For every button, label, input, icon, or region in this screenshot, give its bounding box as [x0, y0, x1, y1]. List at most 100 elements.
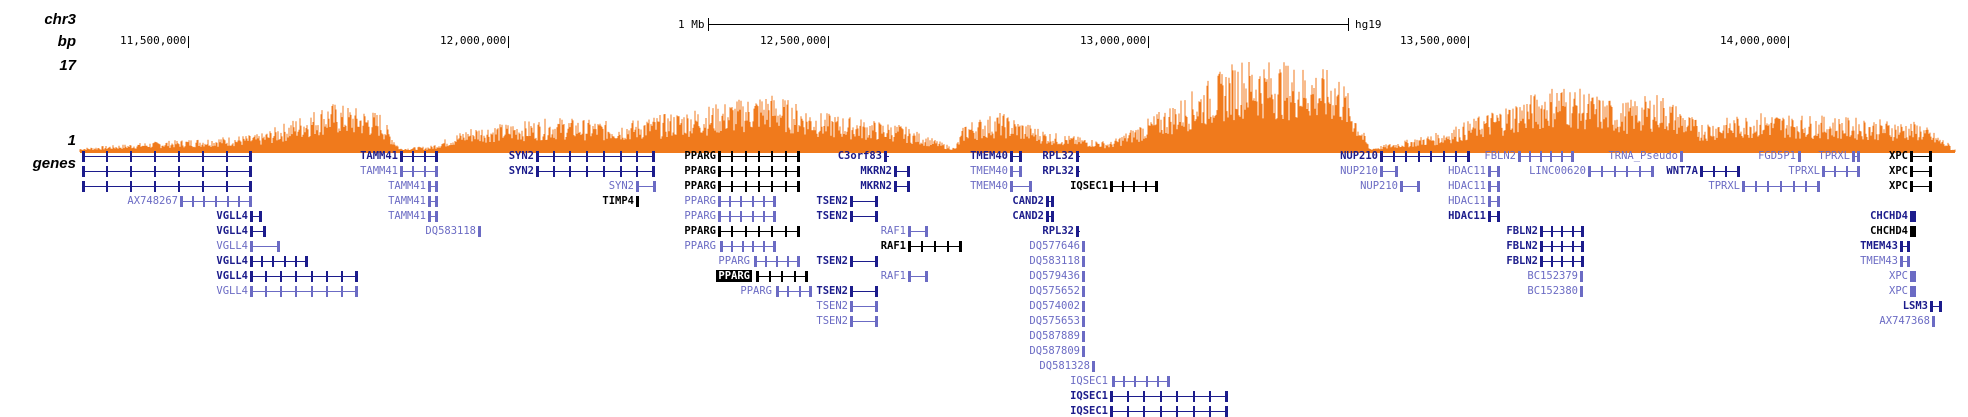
gene-intron-line[interactable] [400, 156, 438, 157]
gene-exon[interactable] [1572, 241, 1574, 252]
gene-exon[interactable] [754, 256, 757, 267]
gene-exon[interactable] [781, 271, 783, 282]
gene-label[interactable]: PPARG [684, 210, 716, 222]
gene-exon[interactable] [908, 271, 911, 282]
gene-label[interactable]: XPC [1889, 270, 1908, 282]
gene-exon[interactable] [1588, 166, 1591, 177]
gene-exon[interactable] [1010, 181, 1013, 192]
gene-exon[interactable] [636, 196, 639, 207]
gene-exon[interactable] [1572, 226, 1574, 237]
gene-label[interactable]: SYN2 [508, 165, 534, 177]
gene-exon[interactable] [850, 301, 853, 312]
gene-intron-line[interactable] [250, 216, 262, 217]
gene-exon[interactable] [1852, 151, 1855, 162]
gene-exon[interactable] [745, 226, 747, 237]
gene-label[interactable]: IQSEC1 [1070, 405, 1108, 417]
gene-exon[interactable] [311, 271, 313, 282]
gene-exon[interactable] [1488, 181, 1491, 192]
gene-exon[interactable] [1540, 151, 1542, 162]
gene-exon[interactable] [435, 151, 438, 162]
gene-intron-line[interactable] [250, 291, 358, 292]
gene-exon[interactable] [636, 166, 638, 177]
gene-exon[interactable] [341, 286, 343, 297]
gene-exon[interactable] [1639, 166, 1641, 177]
gene-exon[interactable] [1780, 181, 1782, 192]
gene-exon[interactable] [771, 166, 773, 177]
gene-exon[interactable] [82, 181, 85, 192]
gene-label[interactable]: TSEN2 [816, 210, 848, 222]
gene-exon[interactable] [742, 241, 744, 252]
gene-label[interactable]: BC152379 [1527, 270, 1578, 282]
gene-label[interactable]: XPC [1889, 165, 1908, 177]
gene-exon[interactable] [785, 166, 787, 177]
gene-exon[interactable] [250, 256, 253, 267]
gene-exon[interactable] [1793, 181, 1795, 192]
gene-exon[interactable] [769, 271, 771, 282]
gene-exon[interactable] [850, 256, 853, 267]
gene-label[interactable]: LINC00620 [1529, 165, 1586, 177]
gene-label[interactable]: TSEN2 [816, 255, 848, 267]
gene-exon[interactable] [1051, 196, 1054, 207]
gene-exon[interactable] [797, 151, 800, 162]
gene-intron-line[interactable] [82, 186, 252, 187]
gene-intron-line[interactable] [850, 321, 878, 322]
gene-exon[interactable] [1910, 151, 1913, 162]
gene-exon[interactable] [400, 166, 403, 177]
gene-label[interactable]: TIMP4 [602, 195, 634, 207]
gene-exon[interactable] [797, 181, 800, 192]
gene-label[interactable]: AX747368 [1879, 315, 1930, 327]
gene-exon[interactable] [586, 166, 588, 177]
gene-intron-line[interactable] [82, 171, 252, 172]
gene-label[interactable]: DQ574002 [1029, 300, 1080, 312]
gene-exon[interactable] [1417, 181, 1420, 192]
gene-exon[interactable] [1767, 181, 1769, 192]
gene-exon[interactable] [435, 211, 438, 222]
gene-exon[interactable] [1580, 286, 1583, 297]
gene-exon[interactable] [227, 196, 229, 207]
gene-exon[interactable] [1614, 166, 1616, 177]
gene-exon[interactable] [295, 286, 297, 297]
gene-exon[interactable] [1651, 166, 1654, 177]
gene-exon[interactable] [785, 181, 787, 192]
gene-intron-line[interactable] [250, 261, 308, 262]
gene-exon[interactable] [1725, 166, 1727, 177]
gene-exon[interactable] [1932, 316, 1935, 327]
gene-label[interactable]: NUP210 [1360, 180, 1398, 192]
gene-exon[interactable] [1143, 406, 1145, 417]
gene-label[interactable]: DQ581328 [1039, 360, 1090, 372]
gene-exon[interactable] [1857, 151, 1860, 162]
gene-exon[interactable] [1910, 226, 1913, 237]
gene-exon[interactable] [620, 151, 622, 162]
gene-exon[interactable] [718, 196, 721, 207]
gene-exon[interactable] [731, 241, 733, 252]
gene-exon[interactable] [718, 226, 721, 237]
gene-exon[interactable] [1540, 256, 1543, 267]
gene-exon[interactable] [180, 196, 183, 207]
gene-exon[interactable] [154, 181, 156, 192]
gene-exon[interactable] [908, 241, 911, 252]
gene-exon[interactable] [763, 241, 765, 252]
gene-exon[interactable] [1076, 166, 1079, 177]
gene-exon[interactable] [1910, 211, 1913, 222]
gene-exon[interactable] [1146, 376, 1148, 387]
gene-exon[interactable] [921, 241, 923, 252]
gene-exon[interactable] [202, 166, 204, 177]
gene-exon[interactable] [249, 166, 252, 177]
gene-exon[interactable] [1127, 391, 1129, 402]
gene-label[interactable]: VGLL4 [216, 270, 248, 282]
gene-label[interactable]: VGLL4 [216, 240, 248, 252]
gene-exon[interactable] [729, 211, 731, 222]
gene-exon[interactable] [1551, 226, 1553, 237]
gene-label[interactable]: SYN2 [608, 180, 634, 192]
gene-exon[interactable] [1209, 391, 1211, 402]
gene-intron-line[interactable] [894, 186, 910, 187]
gene-intron-line[interactable] [1112, 381, 1170, 382]
gene-exon[interactable] [569, 151, 571, 162]
gene-label[interactable]: XPC [1889, 150, 1908, 162]
gene-intron-line[interactable] [720, 246, 776, 247]
gene-exon[interactable] [907, 181, 910, 192]
gene-label[interactable]: DQ583118 [425, 225, 476, 237]
gene-label[interactable]: DQ583118 [1029, 255, 1080, 267]
gene-exon[interactable] [82, 151, 85, 162]
gene-exon[interactable] [1010, 151, 1013, 162]
